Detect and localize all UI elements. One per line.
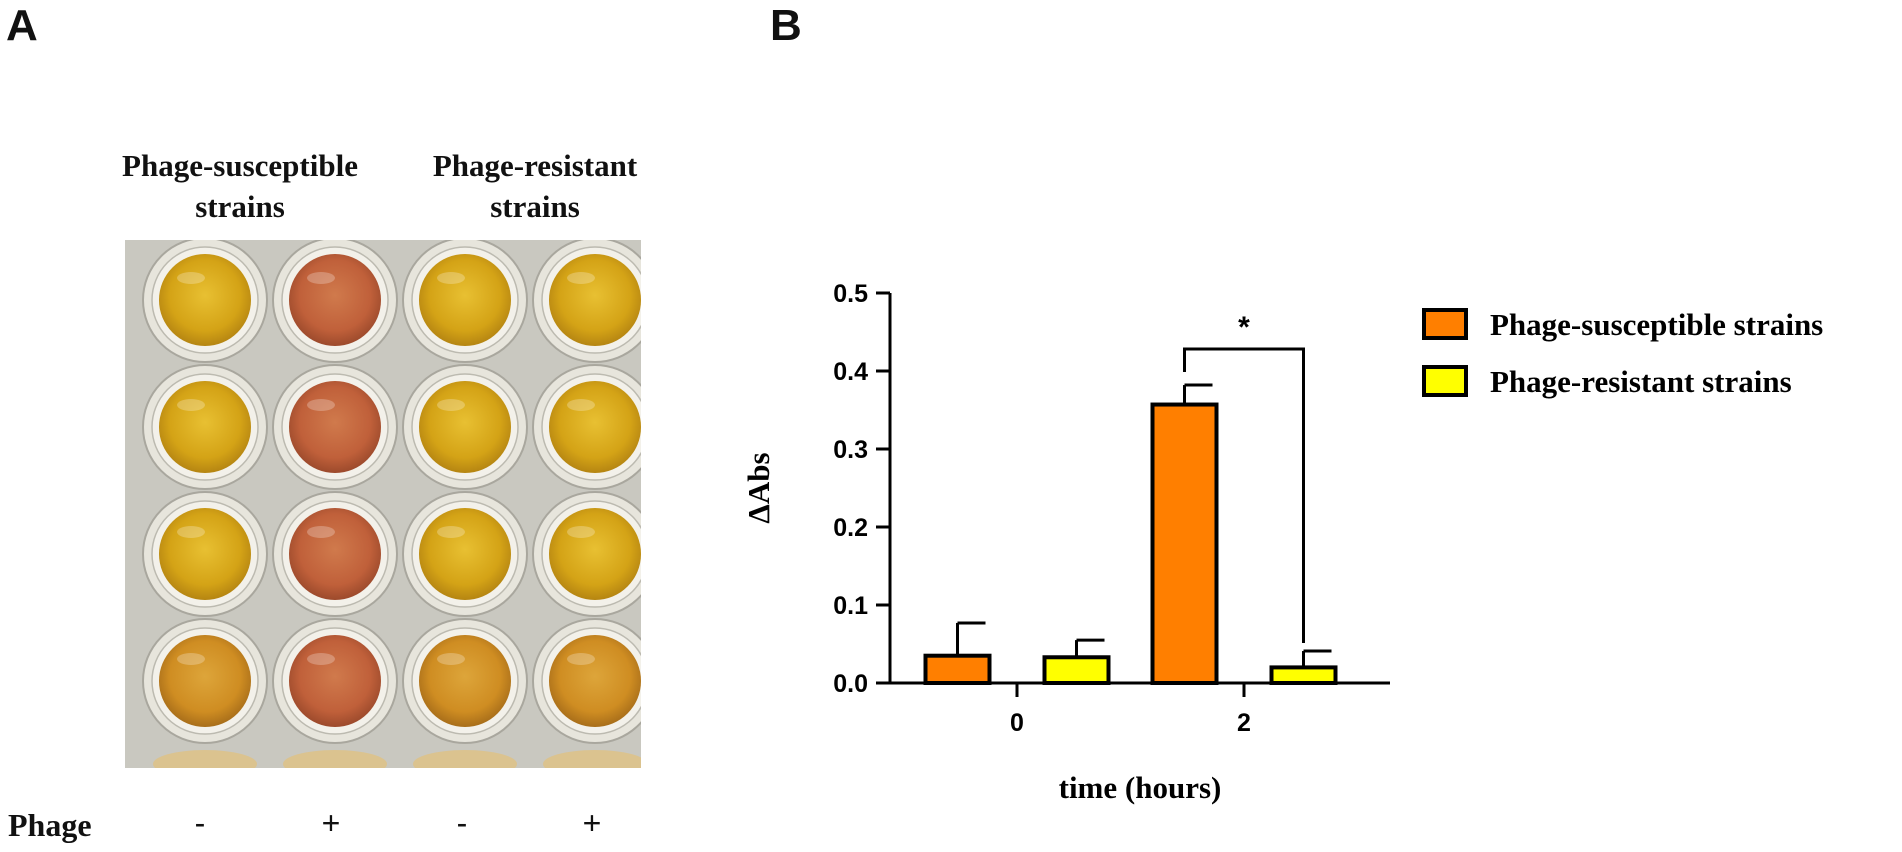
well-highlight [307,526,335,538]
y-tick-label-2: 0.2 [833,514,868,542]
y-tick-label-0: 0.0 [833,670,868,698]
phage-row-label: Phage [8,807,92,843]
bar-0-1 [1150,402,1219,685]
phage-sign-3: - [456,805,468,841]
phage-sign-4: + [582,805,602,841]
y-tick-label-3: 0.3 [833,436,868,464]
y-tick-label-5: 0.5 [833,280,868,308]
well-highlight [437,653,465,665]
column-header-resistant-line1: Phage-resistant [432,148,638,183]
column-header-susceptible-line1: Phage-susceptible [122,148,358,183]
well-liquid [549,254,641,346]
x-tick-label-1: 2 [1237,709,1251,737]
phage-sign-2: + [321,805,341,841]
significance-marker: * [1238,311,1250,344]
well-liquid [549,508,641,600]
well-highlight [567,653,595,665]
legend-swatch-1 [1422,365,1468,397]
well-highlight [307,272,335,284]
well-highlight [437,399,465,411]
legend-label-1: Phage-resistant strains [1490,364,1792,399]
well-liquid [159,381,251,473]
x-tick-label-0: 0 [1010,709,1024,737]
well-partial-bottom [413,750,517,768]
well-highlight [307,653,335,665]
y-tick-label-1: 0.1 [833,592,868,620]
well-highlight [177,653,205,665]
well-highlight [567,272,595,284]
y-tick-label-4: 0.4 [833,358,868,386]
well-liquid [159,635,251,727]
well-liquid [549,635,641,727]
well-liquid [289,508,381,600]
well-highlight [177,526,205,538]
x-axis-title: time (hours) [1059,770,1222,805]
panel-b-letter: B [770,1,802,50]
panel-a-letter: A [6,1,38,50]
well-highlight [437,526,465,538]
column-header-resistant-line2: strains [490,189,580,224]
column-header-susceptible-line2: strains [195,189,285,224]
well-liquid [159,254,251,346]
well-liquid [289,381,381,473]
well-highlight [177,272,205,284]
significance-bracket [1183,347,1305,644]
well-liquid [549,381,641,473]
well-highlight [437,272,465,284]
bar-0-0 [923,653,992,686]
well-partial-bottom [153,750,257,768]
legend-label-0: Phage-susceptible strains [1490,307,1823,342]
well-liquid [289,254,381,346]
bar-1-0 [1042,655,1111,686]
well-highlight [307,399,335,411]
well-liquid [419,508,511,600]
phage-sign-1: - [194,805,206,841]
well-liquid [289,635,381,727]
well-liquid [419,381,511,473]
column-header-susceptible: Phage-susceptible strains [80,145,400,227]
well-liquid [419,254,511,346]
well-plate-photo [125,240,641,768]
well-highlight [567,526,595,538]
well-highlight [177,399,205,411]
well-liquid [159,508,251,600]
well-partial-bottom [543,750,641,768]
well-liquid [419,635,511,727]
y-axis-title: ΔAbs [741,452,776,523]
well-partial-bottom [283,750,387,768]
bar-1-1 [1269,665,1338,686]
column-header-resistant: Phage-resistant strains [380,145,690,227]
legend-swatch-0 [1422,308,1468,340]
well-highlight [567,399,595,411]
